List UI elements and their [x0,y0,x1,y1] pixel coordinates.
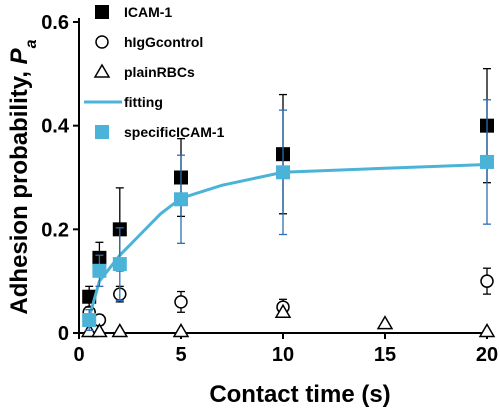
series-layer [80,68,496,338]
data-point [82,313,97,328]
y-tick-label: 0.4 [41,116,70,138]
legend-item: ICAM-1 [95,4,172,20]
legend-label: hIgGcontrol [124,34,203,50]
legend-item: specificICAM-1 [95,124,225,140]
y-tick-label: 0 [58,323,69,345]
data-point [480,274,494,288]
data-point [274,303,292,319]
data-point [92,263,107,278]
legend-item: plainRBCs [93,63,195,80]
x-tick-label: 15 [374,344,396,366]
data-point [376,315,394,330]
data-point [174,295,188,309]
y-axis-title: Adhesion probability, Pa [6,39,40,314]
data-point [111,322,129,338]
legend-swatch [95,35,109,49]
y-axis-title-subscript: a [23,39,40,48]
legend-swatch [93,63,111,78]
legend-label: ICAM-1 [124,4,172,20]
legend-swatch [95,5,109,19]
x-tick-label: 5 [175,344,186,366]
data-point [480,154,494,169]
y-tick-label: 0.6 [41,12,69,34]
legend-item: hIgGcontrol [95,34,203,50]
data-point [91,322,108,338]
legend-item: fitting [84,94,163,110]
legend-swatch [95,125,109,139]
x-tick-label: 0 [73,344,84,366]
y-axis-title-main: Adhesion probability, [6,64,33,314]
series-specificicam-1 [82,99,494,332]
x-tick-label: 20 [476,344,498,366]
legend-label: plainRBCs [124,64,195,80]
legend-label: specificICAM-1 [124,124,225,140]
y-tick-label: 0.2 [41,219,69,241]
fitting-line [87,163,488,318]
ticks: 0 5 10 15 20 0 0.2 0.4 0.6 [41,12,498,366]
data-point [276,165,290,180]
data-point [478,322,496,338]
series-plainrbcs [80,303,496,338]
data-point [174,192,188,207]
legend-label: fitting [124,94,163,110]
y-axis-title-symbol: P [6,47,33,64]
x-tick-label: 10 [272,344,294,366]
x-axis-title: Contact time (s) [209,381,390,408]
data-point [112,257,127,272]
legend: ICAM-1 hIgGcontrol plainRBCs fitting specifi… [84,4,225,140]
data-point [172,322,190,338]
series-fitting [87,163,488,318]
